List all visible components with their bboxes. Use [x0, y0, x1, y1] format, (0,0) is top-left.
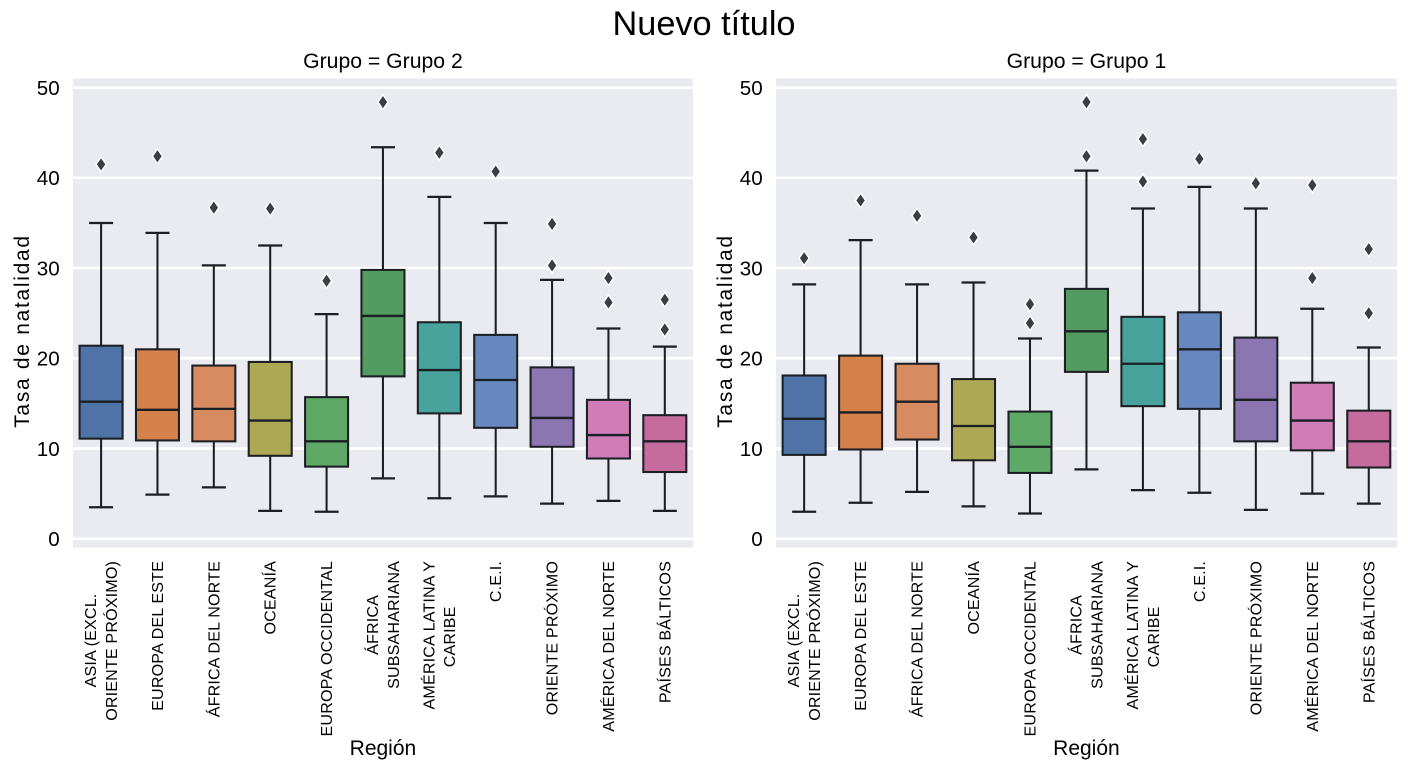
svg-text:ORIENTE PRÓXIMO: ORIENTE PRÓXIMO [543, 561, 562, 715]
svg-text:OCEANÍA: OCEANÍA [964, 561, 983, 635]
svg-text:10: 10 [740, 438, 763, 461]
svg-text:50: 50 [740, 77, 763, 100]
svg-text:ÁFRICA: ÁFRICA [363, 595, 382, 655]
svg-text:40: 40 [740, 167, 763, 190]
svg-text:ÁFRICA DEL NORTE: ÁFRICA DEL NORTE [204, 561, 223, 717]
svg-text:ORIENTE PRÓXIMO: ORIENTE PRÓXIMO [1246, 561, 1265, 715]
svg-text:C.E.I.: C.E.I. [487, 561, 505, 602]
svg-text:SUBSAHARIANA: SUBSAHARIANA [385, 561, 403, 689]
svg-text:50: 50 [37, 77, 60, 100]
svg-text:ORIENTE PRÓXIMO): ORIENTE PRÓXIMO) [805, 561, 824, 721]
svg-text:ÁFRICA DEL NORTE: ÁFRICA DEL NORTE [908, 561, 927, 717]
svg-text:AMÉRICA DEL NORTE: AMÉRICA DEL NORTE [1303, 561, 1322, 732]
svg-text:ASIA (EXCL.: ASIA (EXCL. [785, 594, 803, 688]
svg-text:ORIENTE PRÓXIMO): ORIENTE PRÓXIMO) [102, 561, 121, 721]
svg-text:Tasa de natalidad: Tasa de natalidad [11, 234, 34, 428]
svg-text:Región: Región [350, 737, 417, 760]
svg-text:EUROPA OCCIDENTAL: EUROPA OCCIDENTAL [318, 561, 336, 736]
svg-text:Grupo = Grupo 2: Grupo = Grupo 2 [303, 50, 463, 73]
svg-text:20: 20 [740, 348, 763, 371]
svg-text:AMÉRICA DEL NORTE: AMÉRICA DEL NORTE [599, 561, 618, 732]
svg-text:Región: Región [1053, 737, 1120, 760]
svg-text:CARIBE: CARIBE [441, 606, 459, 667]
svg-text:30: 30 [37, 257, 60, 280]
svg-text:Nuevo título: Nuevo título [612, 5, 795, 43]
svg-text:30: 30 [740, 257, 763, 280]
svg-text:CARIBE: CARIBE [1145, 606, 1163, 667]
svg-text:10: 10 [37, 438, 60, 461]
svg-text:Grupo = Grupo 1: Grupo = Grupo 1 [1007, 50, 1167, 73]
svg-text:20: 20 [37, 348, 60, 371]
svg-text:PAÍSES BÁLTICOS: PAÍSES BÁLTICOS [655, 561, 674, 703]
svg-text:Tasa de natalidad: Tasa de natalidad [714, 234, 737, 428]
svg-text:SUBSAHARIANA: SUBSAHARIANA [1088, 561, 1106, 689]
svg-text:ÁFRICA: ÁFRICA [1067, 595, 1086, 655]
svg-text:EUROPA DEL ESTE: EUROPA DEL ESTE [149, 561, 167, 711]
svg-text:ASIA (EXCL.: ASIA (EXCL. [82, 594, 100, 688]
svg-text:40: 40 [37, 167, 60, 190]
svg-text:PAÍSES BÁLTICOS: PAÍSES BÁLTICOS [1359, 561, 1378, 703]
svg-text:EUROPA DEL ESTE: EUROPA DEL ESTE [852, 561, 870, 711]
svg-text:0: 0 [48, 528, 59, 551]
svg-text:EUROPA OCCIDENTAL: EUROPA OCCIDENTAL [1021, 561, 1039, 736]
svg-text:AMÉRICA LATINA Y: AMÉRICA LATINA Y [419, 561, 438, 710]
svg-text:OCEANÍA: OCEANÍA [261, 561, 280, 635]
svg-text:C.E.I.: C.E.I. [1191, 561, 1209, 602]
svg-text:AMÉRICA LATINA Y: AMÉRICA LATINA Y [1123, 561, 1142, 710]
svg-text:0: 0 [751, 528, 762, 551]
